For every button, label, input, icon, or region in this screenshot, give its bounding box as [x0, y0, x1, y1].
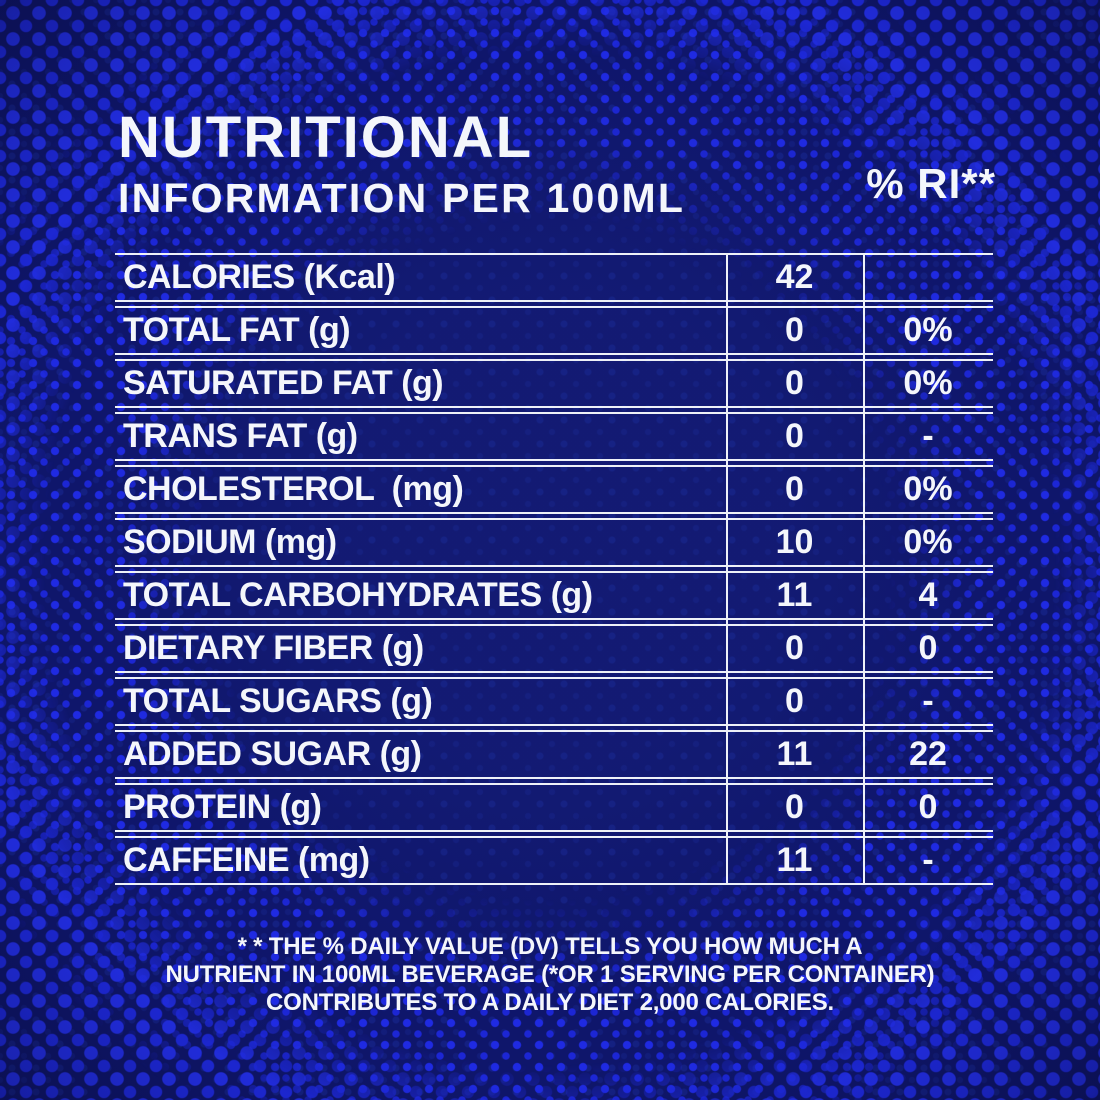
table-row: TOTAL FAT (g) 0 0%	[115, 308, 993, 353]
nutrient-value: 11	[776, 576, 813, 614]
row-divider-double-line	[115, 300, 993, 308]
footnote-line-3: CONTRIBUTES TO A DAILY DIET 2,000 CALORI…	[266, 989, 834, 1016]
page-title: NUTRITIONAL	[118, 105, 534, 170]
table-row: SODIUM (mg) 10 0%	[115, 520, 993, 565]
row-divider-double-line	[115, 353, 993, 361]
nutrient-percent-value: 0	[918, 629, 938, 667]
row-divider-double-line	[115, 830, 993, 838]
table-row: CAFFEINE (mg) 11 -	[115, 838, 993, 883]
nutrient-percent-value: -	[922, 841, 934, 879]
row-divider-double-line	[115, 671, 993, 679]
nutrient-label: CHOLESTEROL (mg)	[123, 470, 464, 508]
nutrient-percent-value: 0%	[903, 311, 953, 349]
nutrient-percent-value: 0%	[903, 523, 953, 561]
nutrient-percent-value: 0	[918, 788, 938, 826]
nutrient-label: TRANS FAT (g)	[123, 417, 358, 455]
header: NUTRITIONAL INFORMATION PER 100ML	[118, 105, 686, 221]
nutrient-value: 0	[785, 417, 804, 455]
row-divider-double-line	[115, 512, 993, 520]
nutrient-label: DIETARY FIBER (g)	[123, 629, 424, 667]
nutrient-label: SATURATED FAT (g)	[123, 364, 444, 402]
nutrient-value: 0	[785, 788, 804, 826]
nutrient-value: 0	[785, 682, 804, 720]
nutrient-label: PROTEIN (g)	[123, 788, 322, 826]
page-subtitle: INFORMATION PER 100ML	[118, 174, 686, 221]
nutrient-value: 11	[776, 735, 813, 773]
nutrient-percent-value: -	[922, 417, 934, 455]
nutrition-table-body: CALORIES (Kcal) 42 TOTAL FAT (g) 0 0% SA…	[115, 255, 993, 883]
nutrient-label: ADDED SUGAR (g)	[123, 735, 422, 773]
nutrient-percent-value: -	[922, 682, 934, 720]
row-divider-double-line	[115, 724, 993, 732]
column-divider-line-1	[726, 255, 729, 883]
table-row: TOTAL CARBOHYDRATES (g) 11 4	[115, 573, 993, 618]
nutrient-value: 0	[785, 364, 804, 402]
nutrient-percent-value: 0%	[903, 470, 953, 508]
nutrient-value: 42	[775, 258, 814, 296]
nutrient-value: 11	[776, 841, 813, 879]
table-row: CALORIES (Kcal) 42	[115, 255, 993, 300]
nutrient-value: 0	[785, 470, 804, 508]
nutrient-percent-value: 0%	[903, 364, 953, 402]
table-row: DIETARY FIBER (g) 0 0	[115, 626, 993, 671]
nutrition-table: CALORIES (Kcal) 42 TOTAL FAT (g) 0 0% SA…	[115, 253, 993, 885]
footnote-line-1: * * THE % DAILY VALUE (DV) TELLS YOU HOW…	[237, 933, 863, 960]
row-divider-double-line	[115, 565, 993, 573]
row-divider-double-line	[115, 618, 993, 626]
nutrient-label: CAFFEINE (mg)	[123, 841, 370, 879]
table-row: CHOLESTEROL (mg) 0 0%	[115, 467, 993, 512]
row-divider-double-line	[115, 406, 993, 414]
table-row: PROTEIN (g) 0 0	[115, 785, 993, 830]
nutrient-percent-value: 22	[909, 735, 947, 773]
row-divider-double-line	[115, 777, 993, 785]
row-divider-double-line	[115, 459, 993, 467]
table-row: TRANS FAT (g) 0 -	[115, 414, 993, 459]
nutrient-percent-value: 4	[918, 576, 938, 614]
table-row: ADDED SUGAR (g) 11 22	[115, 732, 993, 777]
nutrient-value: 10	[775, 523, 814, 561]
column-divider-line-2	[863, 255, 866, 883]
table-row: TOTAL SUGARS (g) 0 -	[115, 679, 993, 724]
nutrient-value: 0	[785, 311, 804, 349]
nutrient-label: TOTAL CARBOHYDRATES (g)	[123, 576, 593, 614]
nutrient-label: CALORIES (Kcal)	[123, 258, 396, 296]
nutrient-value: 0	[785, 629, 804, 667]
footnote-line-2: NUTRIENT IN 100ML BEVERAGE (*OR 1 SERVIN…	[165, 961, 935, 988]
nutrient-label: TOTAL FAT (g)	[123, 311, 351, 349]
table-row: SATURATED FAT (g) 0 0%	[115, 361, 993, 406]
daily-value-footnote: * * THE % DAILY VALUE (DV) TELLS YOU HOW…	[0, 933, 1100, 1017]
nutrient-label: SODIUM (mg)	[123, 523, 337, 561]
percent-ri-column-header: % RI**	[866, 160, 996, 207]
nutrient-label: TOTAL SUGARS (g)	[123, 682, 433, 720]
